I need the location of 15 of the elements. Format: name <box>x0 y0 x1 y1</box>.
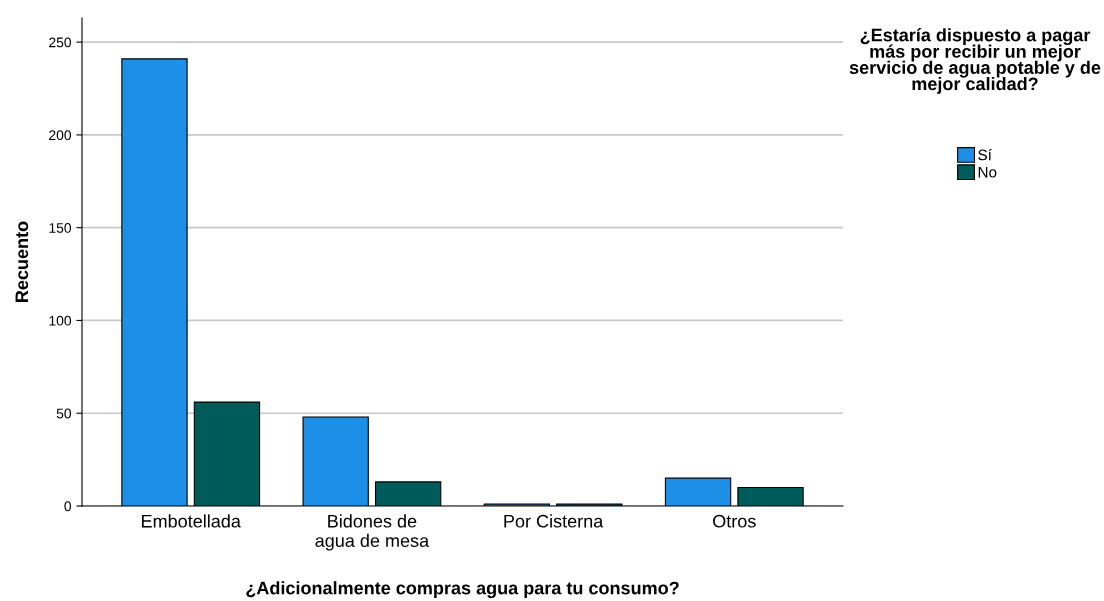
y-tick-label: 0 <box>64 501 72 512</box>
legend-label: No <box>978 166 997 178</box>
y-tick-label: 50 <box>56 408 72 419</box>
y-tick-label: 200 <box>49 130 72 141</box>
x-axis-title: ¿Adicionalmente compras agua para tu consumo? <box>246 581 679 599</box>
x-tick-label: Otros <box>713 514 756 528</box>
y-tick-label: 100 <box>49 315 72 326</box>
x-tick-label: Bidones de agua de mesa <box>315 514 430 551</box>
y-tick-label: 250 <box>49 37 72 48</box>
legend-label: Sí <box>978 148 992 161</box>
legend-title: ¿Estaría dispuesto a pagar más por recibir un mejor servicio de agua potable y de mejor calidad? <box>849 28 1101 94</box>
x-tick-label: Embotellada <box>142 514 241 528</box>
y-axis-title: Recuento <box>15 221 29 302</box>
x-tick-label: Por Cisterna <box>504 514 604 528</box>
y-tick-label: 150 <box>49 223 72 233</box>
